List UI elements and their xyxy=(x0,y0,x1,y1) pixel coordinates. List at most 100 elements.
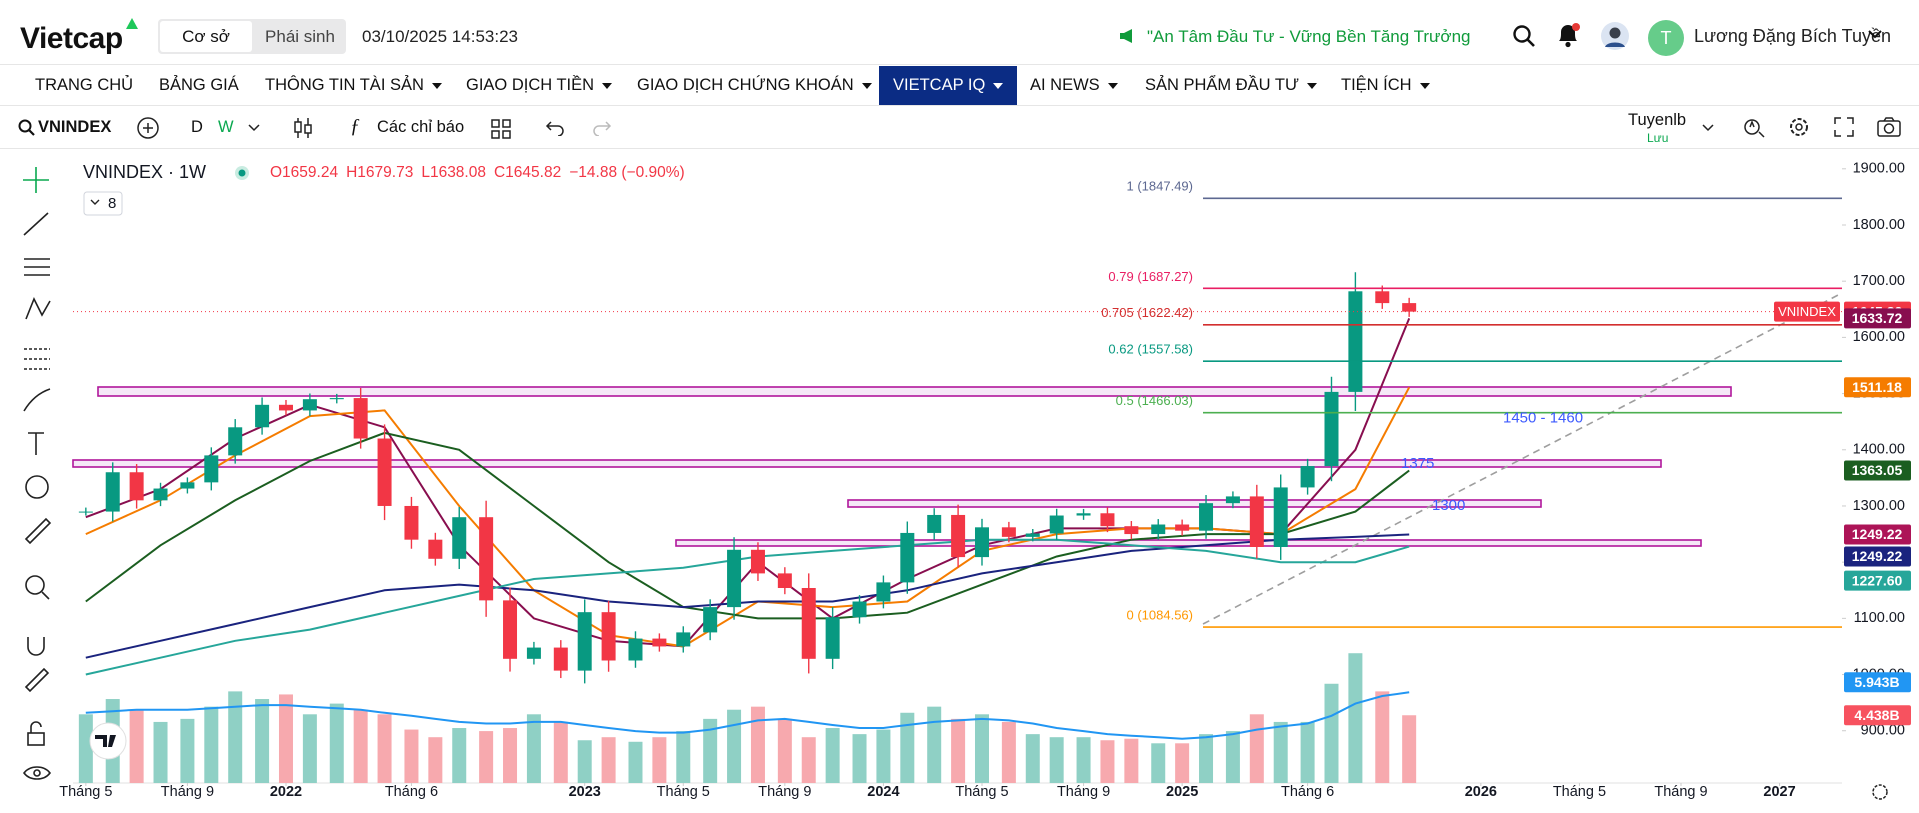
logo[interactable]: Vietcap xyxy=(20,22,123,55)
volume-bar xyxy=(404,729,419,783)
fullscreen-icon[interactable] xyxy=(1834,117,1854,137)
candle xyxy=(1049,515,1064,534)
legend-title: VNINDEX · 1W xyxy=(83,162,206,182)
volume-ma-line xyxy=(85,691,1410,740)
search-icon[interactable] xyxy=(1512,24,1536,48)
axis-settings[interactable] xyxy=(1872,784,1888,800)
caret xyxy=(1307,82,1318,89)
user-name[interactable]: Lương Đặng Bích Tuyền xyxy=(1694,26,1891,46)
symbol[interactable]: VNINDEX xyxy=(38,118,112,136)
candle xyxy=(676,632,691,647)
nav-item[interactable]: TRANG CHỦ xyxy=(35,66,133,105)
volume-bar xyxy=(825,728,840,783)
candle xyxy=(1175,524,1190,531)
avatar[interactable]: T xyxy=(1645,17,1687,57)
candle xyxy=(825,617,840,659)
caret[interactable] xyxy=(1702,124,1714,132)
volume-bar xyxy=(676,731,691,783)
volume-bar xyxy=(1151,743,1166,783)
volume-bar xyxy=(204,706,219,783)
tab[interactable]: Phái sinh xyxy=(265,27,335,46)
x-tick-label: 2026 xyxy=(1465,784,1497,800)
x-tick-label: 2022 xyxy=(270,784,302,800)
nav-item[interactable]: GIAO DỊCH TIỀN xyxy=(466,66,613,105)
snapshot-icon[interactable] xyxy=(1876,116,1902,138)
layout-name[interactable]: Tuyenlb xyxy=(1628,111,1687,129)
nav-item[interactable]: VIETCAP IQ xyxy=(879,66,1018,105)
candle xyxy=(78,511,93,513)
price-tag-label: 1633.72 xyxy=(1852,310,1903,326)
y-tick-label: 1100.00 xyxy=(1854,610,1905,626)
add-symbol[interactable] xyxy=(136,116,160,140)
nav-item[interactable]: SẢN PHẨM ĐẦU TƯ xyxy=(1145,66,1318,105)
trend-line xyxy=(1202,292,1843,625)
candle xyxy=(479,517,494,601)
volume-bar xyxy=(353,709,368,783)
legend-change: −14.88 (−0.90%) xyxy=(569,164,684,181)
volume-bar xyxy=(278,694,293,783)
candle xyxy=(727,549,742,608)
legend-low: L1638.08 xyxy=(421,164,486,181)
slogan: "An Tâm Đầu Tư - Vững Bền Tăng Trưởng xyxy=(1147,27,1471,46)
y-tick-label: 1400.00 xyxy=(1853,442,1905,458)
interval[interactable]: D xyxy=(191,118,203,136)
settings-icon[interactable] xyxy=(1787,115,1811,139)
nav-label: GIAO DỊCH CHỨNG KHOÁN xyxy=(637,76,854,94)
fib-label: 0.79 (1687.27) xyxy=(1108,269,1193,284)
bell-icon[interactable] xyxy=(1555,21,1581,49)
candle-type-icon[interactable] xyxy=(292,116,314,140)
volume-bar xyxy=(1375,691,1390,783)
candle xyxy=(1324,391,1339,467)
nav-item[interactable]: BẢNG GIÁ xyxy=(159,66,239,105)
interval[interactable]: W xyxy=(218,118,234,136)
tab[interactable]: Cơ sở xyxy=(160,21,252,52)
y-tick-label: 1900.00 xyxy=(1853,161,1905,177)
volume-bar xyxy=(452,728,467,783)
fib-label: 0.62 (1557.58) xyxy=(1108,342,1193,357)
volume-bar xyxy=(329,703,344,783)
candle xyxy=(1001,527,1016,537)
candle xyxy=(628,638,643,661)
legend-toggle[interactable] xyxy=(83,191,123,216)
price-tag-label: 1249.22 xyxy=(1852,548,1903,564)
candle xyxy=(526,647,541,659)
candle xyxy=(900,532,915,583)
save[interactable]: Lưu xyxy=(1647,131,1669,145)
nav-label: VIETCAP IQ xyxy=(893,76,986,94)
nav-item[interactable]: THÔNG TIN TÀI SẢN xyxy=(265,66,442,105)
price-tag xyxy=(1844,377,1911,398)
price-tag-label: 1363.05 xyxy=(1852,462,1903,478)
volume-bar xyxy=(526,714,541,783)
nav-item[interactable]: GIAO DỊCH CHỨNG KHOÁN xyxy=(637,66,872,105)
search-icon[interactable] xyxy=(18,119,36,137)
candle xyxy=(577,612,592,671)
candle xyxy=(974,527,989,558)
caret xyxy=(861,82,872,89)
volume-bar xyxy=(1049,737,1064,783)
legend-count: 8 xyxy=(108,195,116,212)
undo[interactable] xyxy=(545,120,565,136)
alert-icon[interactable] xyxy=(1742,115,1766,139)
price-tag xyxy=(1844,460,1911,481)
candle xyxy=(1100,513,1115,527)
profile-photo[interactable] xyxy=(1600,21,1630,51)
nav-item[interactable]: AI NEWS xyxy=(1030,66,1118,105)
layout-icon[interactable] xyxy=(490,118,512,140)
x-tick-label: Tháng 5 xyxy=(657,784,710,800)
x-tick-label: Tháng 5 xyxy=(59,784,112,800)
nav-item[interactable]: TIỆN ÍCH xyxy=(1341,66,1430,105)
volume-bar xyxy=(628,741,643,783)
redo[interactable] xyxy=(592,120,612,136)
fx-icon[interactable]: ƒ xyxy=(350,115,360,137)
candle xyxy=(353,398,368,439)
price-tag xyxy=(1844,308,1911,329)
indicators[interactable]: Các chỉ báo xyxy=(377,118,465,136)
caret xyxy=(431,82,442,89)
zone-box xyxy=(675,539,1702,547)
nav-label: TIỆN ÍCH xyxy=(1341,76,1412,94)
candle xyxy=(129,472,144,501)
fib-label: 0 (1084.56) xyxy=(1127,607,1194,622)
caret[interactable] xyxy=(248,124,260,132)
volume-bar xyxy=(1076,737,1091,783)
